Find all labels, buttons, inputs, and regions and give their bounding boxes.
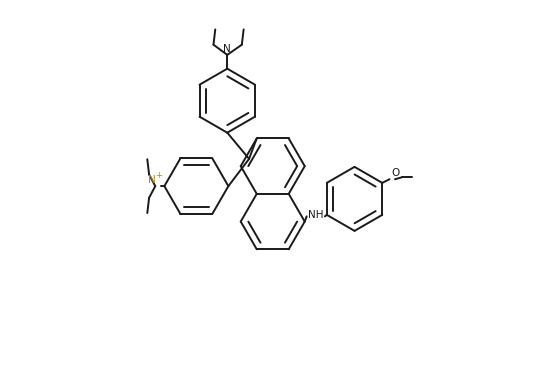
Text: O: O [391,168,400,178]
Text: N: N [223,44,231,54]
Text: +: + [156,170,162,180]
Text: NH: NH [308,210,324,220]
Text: N: N [147,175,155,185]
